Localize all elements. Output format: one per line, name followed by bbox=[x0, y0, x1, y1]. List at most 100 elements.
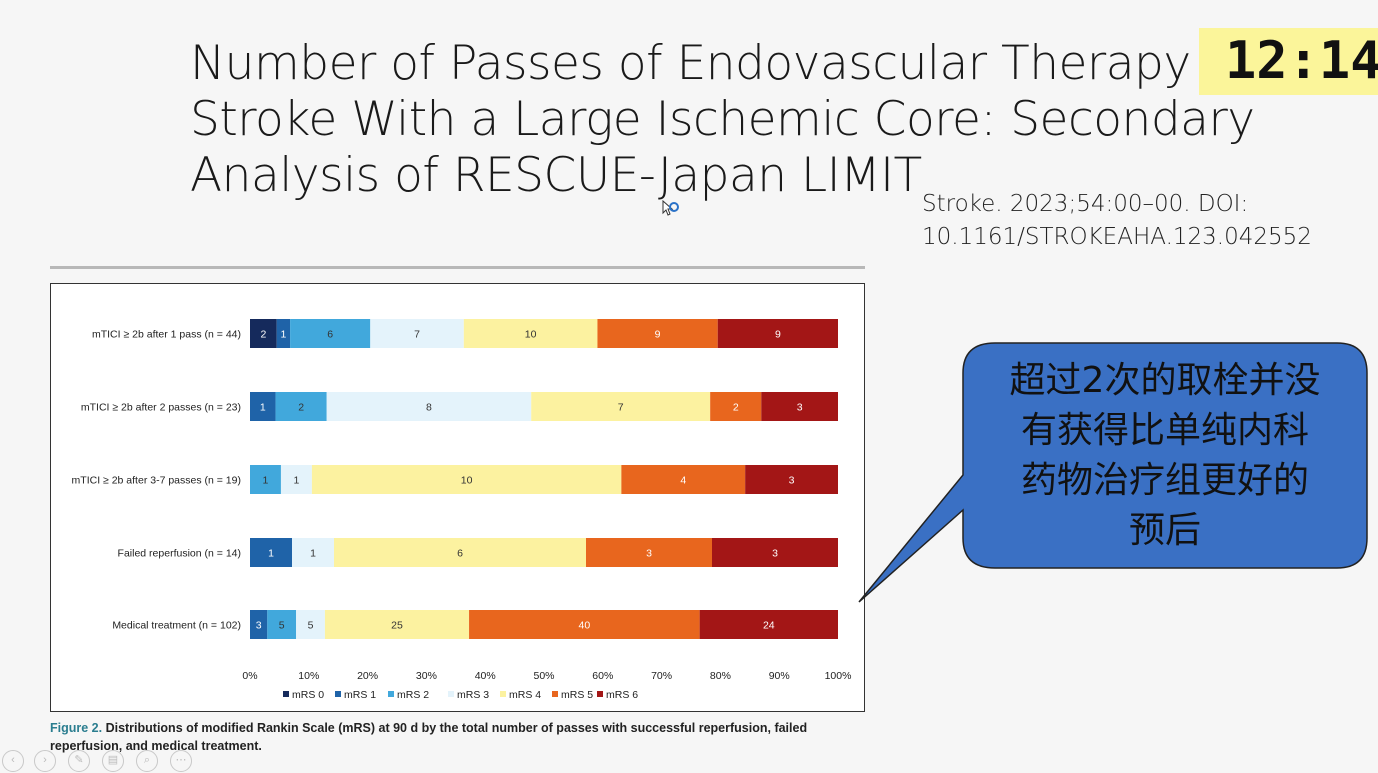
bar-segment bbox=[292, 538, 334, 567]
bar-value-label: 2 bbox=[298, 402, 304, 414]
x-tick-label: 90% bbox=[769, 670, 790, 682]
stacked-bar-chart: mTICI ≥ 2b after 1 pass (n = 44) 2 1 6 7 10 9 9… bbox=[72, 319, 852, 701]
title-divider bbox=[50, 266, 865, 269]
category-label: mTICI ≥ 2b after 1 pass (n = 44) bbox=[92, 329, 241, 341]
bar-segment bbox=[586, 538, 712, 567]
zoom-button[interactable]: ⌕ bbox=[136, 750, 158, 772]
more-options-button[interactable]: ⋯ bbox=[170, 750, 192, 772]
bar-value-label: 7 bbox=[414, 329, 420, 341]
bar-segment bbox=[712, 538, 838, 567]
bar-value-label: 1 bbox=[268, 548, 274, 560]
bar-segment bbox=[463, 319, 598, 348]
bar-segment bbox=[250, 319, 277, 348]
bar-segment bbox=[717, 319, 838, 348]
legend-label: mRS 1 bbox=[344, 689, 376, 701]
bar-segment bbox=[290, 319, 371, 348]
x-tick-label: 60% bbox=[592, 670, 613, 682]
citation-line-1: Stroke. 2023;54:00–00. DOI: bbox=[922, 191, 1249, 217]
legend-label: mRS 4 bbox=[509, 689, 541, 701]
bar-segment bbox=[324, 610, 470, 639]
bar-value-label: 9 bbox=[655, 329, 661, 341]
bar-segment bbox=[621, 465, 746, 494]
callout-line-2: 有获得比单纯内科 bbox=[1020, 410, 1309, 451]
legend-label: mRS 6 bbox=[606, 689, 638, 701]
callout-text: 超过2次的取栓并没 有获得比单纯内科 药物治疗组更好的 预后 bbox=[985, 356, 1345, 556]
legend-swatch bbox=[500, 691, 506, 697]
x-tick-label: 20% bbox=[357, 670, 378, 682]
slide-title-line-3: Analysis of RESCUE-Japan LIMIT bbox=[190, 148, 922, 203]
callout-line-3: 药物治疗组更好的 bbox=[1020, 460, 1309, 501]
bar-value-label: 8 bbox=[426, 402, 432, 414]
bar-value-label: 1 bbox=[310, 548, 316, 560]
x-tick-label: 80% bbox=[710, 670, 731, 682]
bar-segment bbox=[761, 392, 838, 421]
legend-label: mRS 3 bbox=[457, 689, 489, 701]
bar-segment bbox=[469, 610, 700, 639]
legend-label: mRS 0 bbox=[292, 689, 324, 701]
bar-segment bbox=[250, 610, 268, 639]
figure-panel: mTICI ≥ 2b after 1 pass (n = 44) 2 1 6 7 10 9 9… bbox=[50, 283, 865, 712]
bar-segment bbox=[326, 392, 532, 421]
caption-text: Distributions of modified Rankin Scale (… bbox=[50, 721, 808, 753]
bar-segment bbox=[597, 319, 718, 348]
callout-bubble bbox=[858, 342, 1368, 603]
presentation-toolbar: ‹ › ✎ ▤ ⌕ ⋯ bbox=[0, 748, 220, 773]
bar-value-label: 3 bbox=[772, 548, 778, 560]
legend-swatch bbox=[283, 691, 289, 697]
category-label: Failed reperfusion (n = 14) bbox=[118, 548, 241, 560]
bar-value-label: 3 bbox=[646, 548, 652, 560]
bar-value-label: 1 bbox=[280, 329, 286, 341]
bar-value-label: 10 bbox=[525, 329, 537, 341]
bar-value-label: 1 bbox=[293, 475, 299, 487]
legend-label: mRS 2 bbox=[397, 689, 429, 701]
bar-segment bbox=[250, 392, 276, 421]
citation-line-2: 10.1161/STROKEAHA.123.042552 bbox=[922, 224, 1312, 250]
bar-value-label: 10 bbox=[461, 475, 473, 487]
bar-value-label: 9 bbox=[775, 329, 781, 341]
bar-value-label: 24 bbox=[763, 620, 775, 632]
bar-value-label: 1 bbox=[260, 402, 266, 414]
bar-value-label: 2 bbox=[260, 329, 266, 341]
bar-value-label: 4 bbox=[680, 475, 686, 487]
bar-segment bbox=[280, 465, 312, 494]
bar-segment bbox=[276, 319, 291, 348]
legend-swatch bbox=[448, 691, 454, 697]
bar-segment bbox=[250, 538, 292, 567]
slide-title-line-2: Stroke With a Large Ischemic Core: Secon… bbox=[190, 92, 1255, 147]
bar-value-label: 6 bbox=[327, 329, 333, 341]
bar-value-label: 5 bbox=[308, 620, 314, 632]
slides-view-button[interactable]: ▤ bbox=[102, 750, 124, 772]
x-tick-label: 40% bbox=[475, 670, 496, 682]
prev-slide-button[interactable]: ‹ bbox=[2, 750, 24, 772]
x-tick-label: 30% bbox=[416, 670, 437, 682]
callout-line-4: 预后 bbox=[1128, 510, 1201, 551]
bar-segment bbox=[296, 610, 325, 639]
next-slide-button[interactable]: › bbox=[34, 750, 56, 772]
bar-segment bbox=[250, 465, 281, 494]
x-tick-label: 50% bbox=[533, 670, 554, 682]
x-tick-label: 10% bbox=[298, 670, 319, 682]
bar-segment bbox=[267, 610, 297, 639]
bar-segment bbox=[699, 610, 838, 639]
legend-swatch bbox=[552, 691, 558, 697]
pen-tool-button[interactable]: ✎ bbox=[68, 750, 90, 772]
x-tick-label: 70% bbox=[651, 670, 672, 682]
category-label: Medical treatment (n = 102) bbox=[112, 620, 241, 632]
figure-caption: Figure 2. Distributions of modified Rank… bbox=[50, 719, 870, 755]
x-tick-label: 100% bbox=[825, 670, 852, 682]
bar-value-label: 7 bbox=[618, 402, 624, 414]
slide-title: Number of Passes of Endovascular Therapy… bbox=[190, 36, 1269, 204]
x-tick-label: 0% bbox=[242, 670, 257, 682]
bar-value-label: 2 bbox=[733, 402, 739, 414]
caption-lead: Figure 2. bbox=[50, 721, 103, 735]
bar-value-label: 1 bbox=[263, 475, 269, 487]
citation: Stroke. 2023;54:00–00. DOI: 10.1161/STRO… bbox=[922, 188, 1312, 254]
loading-cursor-icon bbox=[662, 200, 679, 216]
bar-value-label: 3 bbox=[797, 402, 803, 414]
legend-swatch bbox=[597, 691, 603, 697]
callout-line-1: 超过2次的取栓并没 bbox=[1009, 360, 1321, 401]
bar-segment bbox=[531, 392, 711, 421]
bar-segment bbox=[311, 465, 622, 494]
slide-title-line-1: Number of Passes of Endovascular Therapy… bbox=[190, 36, 1269, 91]
legend-swatch bbox=[335, 691, 341, 697]
